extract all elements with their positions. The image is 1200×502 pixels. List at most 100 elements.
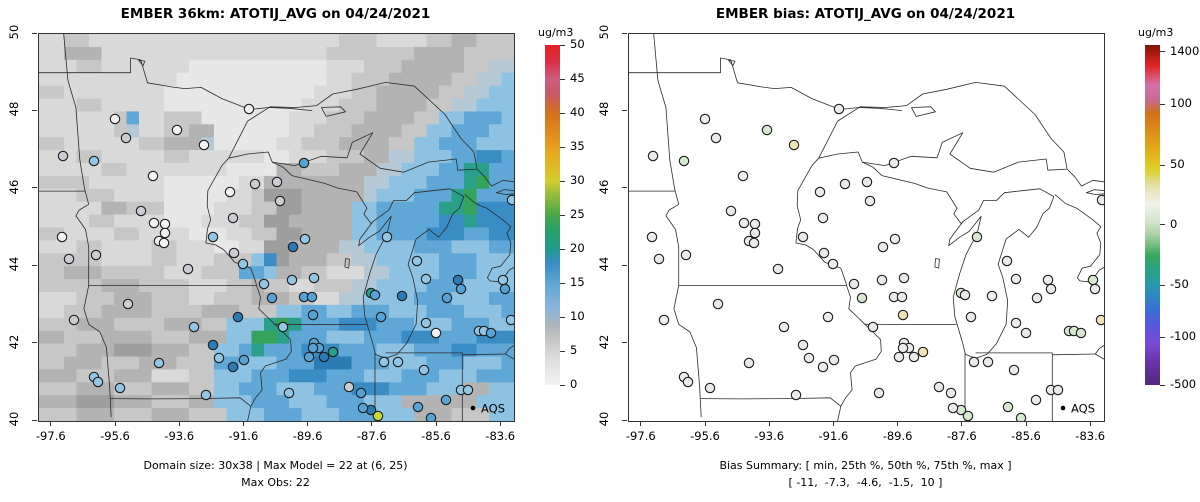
x-axis-tick [499, 421, 501, 426]
x-axis-tick [832, 421, 834, 426]
colorbar-tick [1160, 224, 1165, 226]
station-dot [455, 283, 467, 295]
station-dot [277, 321, 289, 333]
station-dot [213, 352, 225, 364]
station-dot [827, 258, 839, 270]
station-dot [420, 273, 432, 285]
colorbar-tick-label: 0 [570, 377, 578, 391]
station-dot [1008, 364, 1020, 376]
station-dot [699, 113, 711, 125]
y-axis-tick [32, 109, 37, 111]
colorbar-tick-label: 25 [570, 207, 585, 221]
station-dot [243, 103, 255, 115]
station-dot [814, 186, 826, 198]
bias-panel-title: EMBER bias: ATOTIJ_AVG on 04/24/2021 [715, 6, 1016, 22]
bias-map-svg: AQS [629, 34, 1104, 421]
colorbar-tick [560, 44, 565, 46]
station-dot [888, 157, 900, 169]
station-dot [897, 342, 909, 354]
station-dot [343, 381, 355, 393]
station-dot [430, 327, 442, 339]
colorbar-tick [560, 248, 565, 250]
x-axis-label: -87.6 [946, 429, 977, 443]
aqs-legend-dot [1060, 405, 1066, 411]
station-dot [803, 352, 815, 364]
station-dot [462, 384, 474, 396]
station-dot [1096, 194, 1104, 206]
y-axis-tick [32, 342, 37, 344]
station-dot [355, 387, 367, 399]
colorbar-tick-label: 14000 [1170, 43, 1200, 58]
station-dot [1020, 327, 1032, 339]
x-axis-tick [1089, 421, 1091, 426]
station-dot [224, 186, 236, 198]
station-dot [299, 233, 311, 245]
station-dot [506, 194, 514, 206]
station-dot [283, 387, 295, 399]
y-axis-tick [622, 32, 627, 34]
y-axis-label: 40 [597, 411, 611, 427]
x-axis-label: -93.6 [754, 429, 785, 443]
colorbar-tick-label: 45 [570, 71, 585, 85]
colorbar-tick-label: -500 [1170, 377, 1197, 391]
station-dot [287, 241, 299, 253]
x-axis-tick [242, 421, 244, 426]
station-dot [159, 227, 171, 239]
station-dot [147, 170, 159, 182]
station-dot [833, 103, 845, 115]
colorbar-tick-label: 0 [1170, 216, 1178, 231]
station-dot [839, 178, 851, 190]
station-dot [897, 309, 909, 321]
station-dot [898, 272, 910, 284]
station-dot [848, 278, 860, 290]
station-dot [864, 195, 876, 207]
station-dot [873, 387, 885, 399]
colorbar-tick [1160, 164, 1165, 166]
station-dot [307, 342, 319, 354]
x-axis-label: -83.6 [1075, 429, 1106, 443]
colorbar-tick-label: -100 [1170, 329, 1197, 344]
colorbar-tick [1160, 51, 1165, 53]
station-dot [274, 195, 286, 207]
colorbar-tick-label: 100 [1170, 96, 1192, 111]
station-dot [122, 298, 134, 310]
colorbar-tick-label: 40 [570, 105, 585, 119]
station-dot [893, 351, 905, 363]
station-dot [109, 113, 121, 125]
colorbar-tick [560, 350, 565, 352]
x-axis-tick [178, 421, 180, 426]
model-colorbar [545, 44, 565, 386]
station-dot [249, 178, 261, 190]
x-axis-label: -85.6 [421, 429, 451, 443]
station-dot [425, 412, 437, 421]
y-axis-tick [32, 419, 37, 421]
station-dot [200, 389, 212, 401]
colorbar-tick-label: 50 [1170, 157, 1185, 171]
station-dot [497, 274, 509, 286]
station-dot [1010, 317, 1022, 329]
model-caption: Domain size: 30x38 | Max Model = 22 at (… [18, 457, 533, 491]
bias-caption-line2: [ -11, -7.3, -4.6, -1.5, 10 ] [788, 476, 943, 489]
station-dot [307, 309, 319, 321]
x-axis-tick [435, 421, 437, 426]
state-borders [39, 34, 514, 421]
station-dot [182, 263, 194, 275]
station-dot [392, 356, 404, 368]
station-dot [778, 321, 790, 333]
station-dot [286, 274, 298, 286]
station-dot [63, 253, 75, 265]
x-axis-tick [768, 421, 770, 426]
x-axis-tick [897, 421, 899, 426]
station-dot [737, 170, 749, 182]
colorbar-tick [560, 78, 565, 80]
station-dot [372, 410, 384, 421]
bias-aqs-legend: AQS [1060, 402, 1095, 416]
colorbar-tick-label: 20 [570, 241, 585, 255]
y-axis-tick [622, 187, 627, 189]
station-dot [171, 124, 183, 136]
x-axis-label: -95.6 [690, 429, 720, 443]
bias-caption-line1: Bias Summary: [ min, 25th %, 50th %, 75t… [719, 459, 1012, 472]
station-dot [797, 339, 809, 351]
colorbar-tick [1160, 103, 1165, 105]
